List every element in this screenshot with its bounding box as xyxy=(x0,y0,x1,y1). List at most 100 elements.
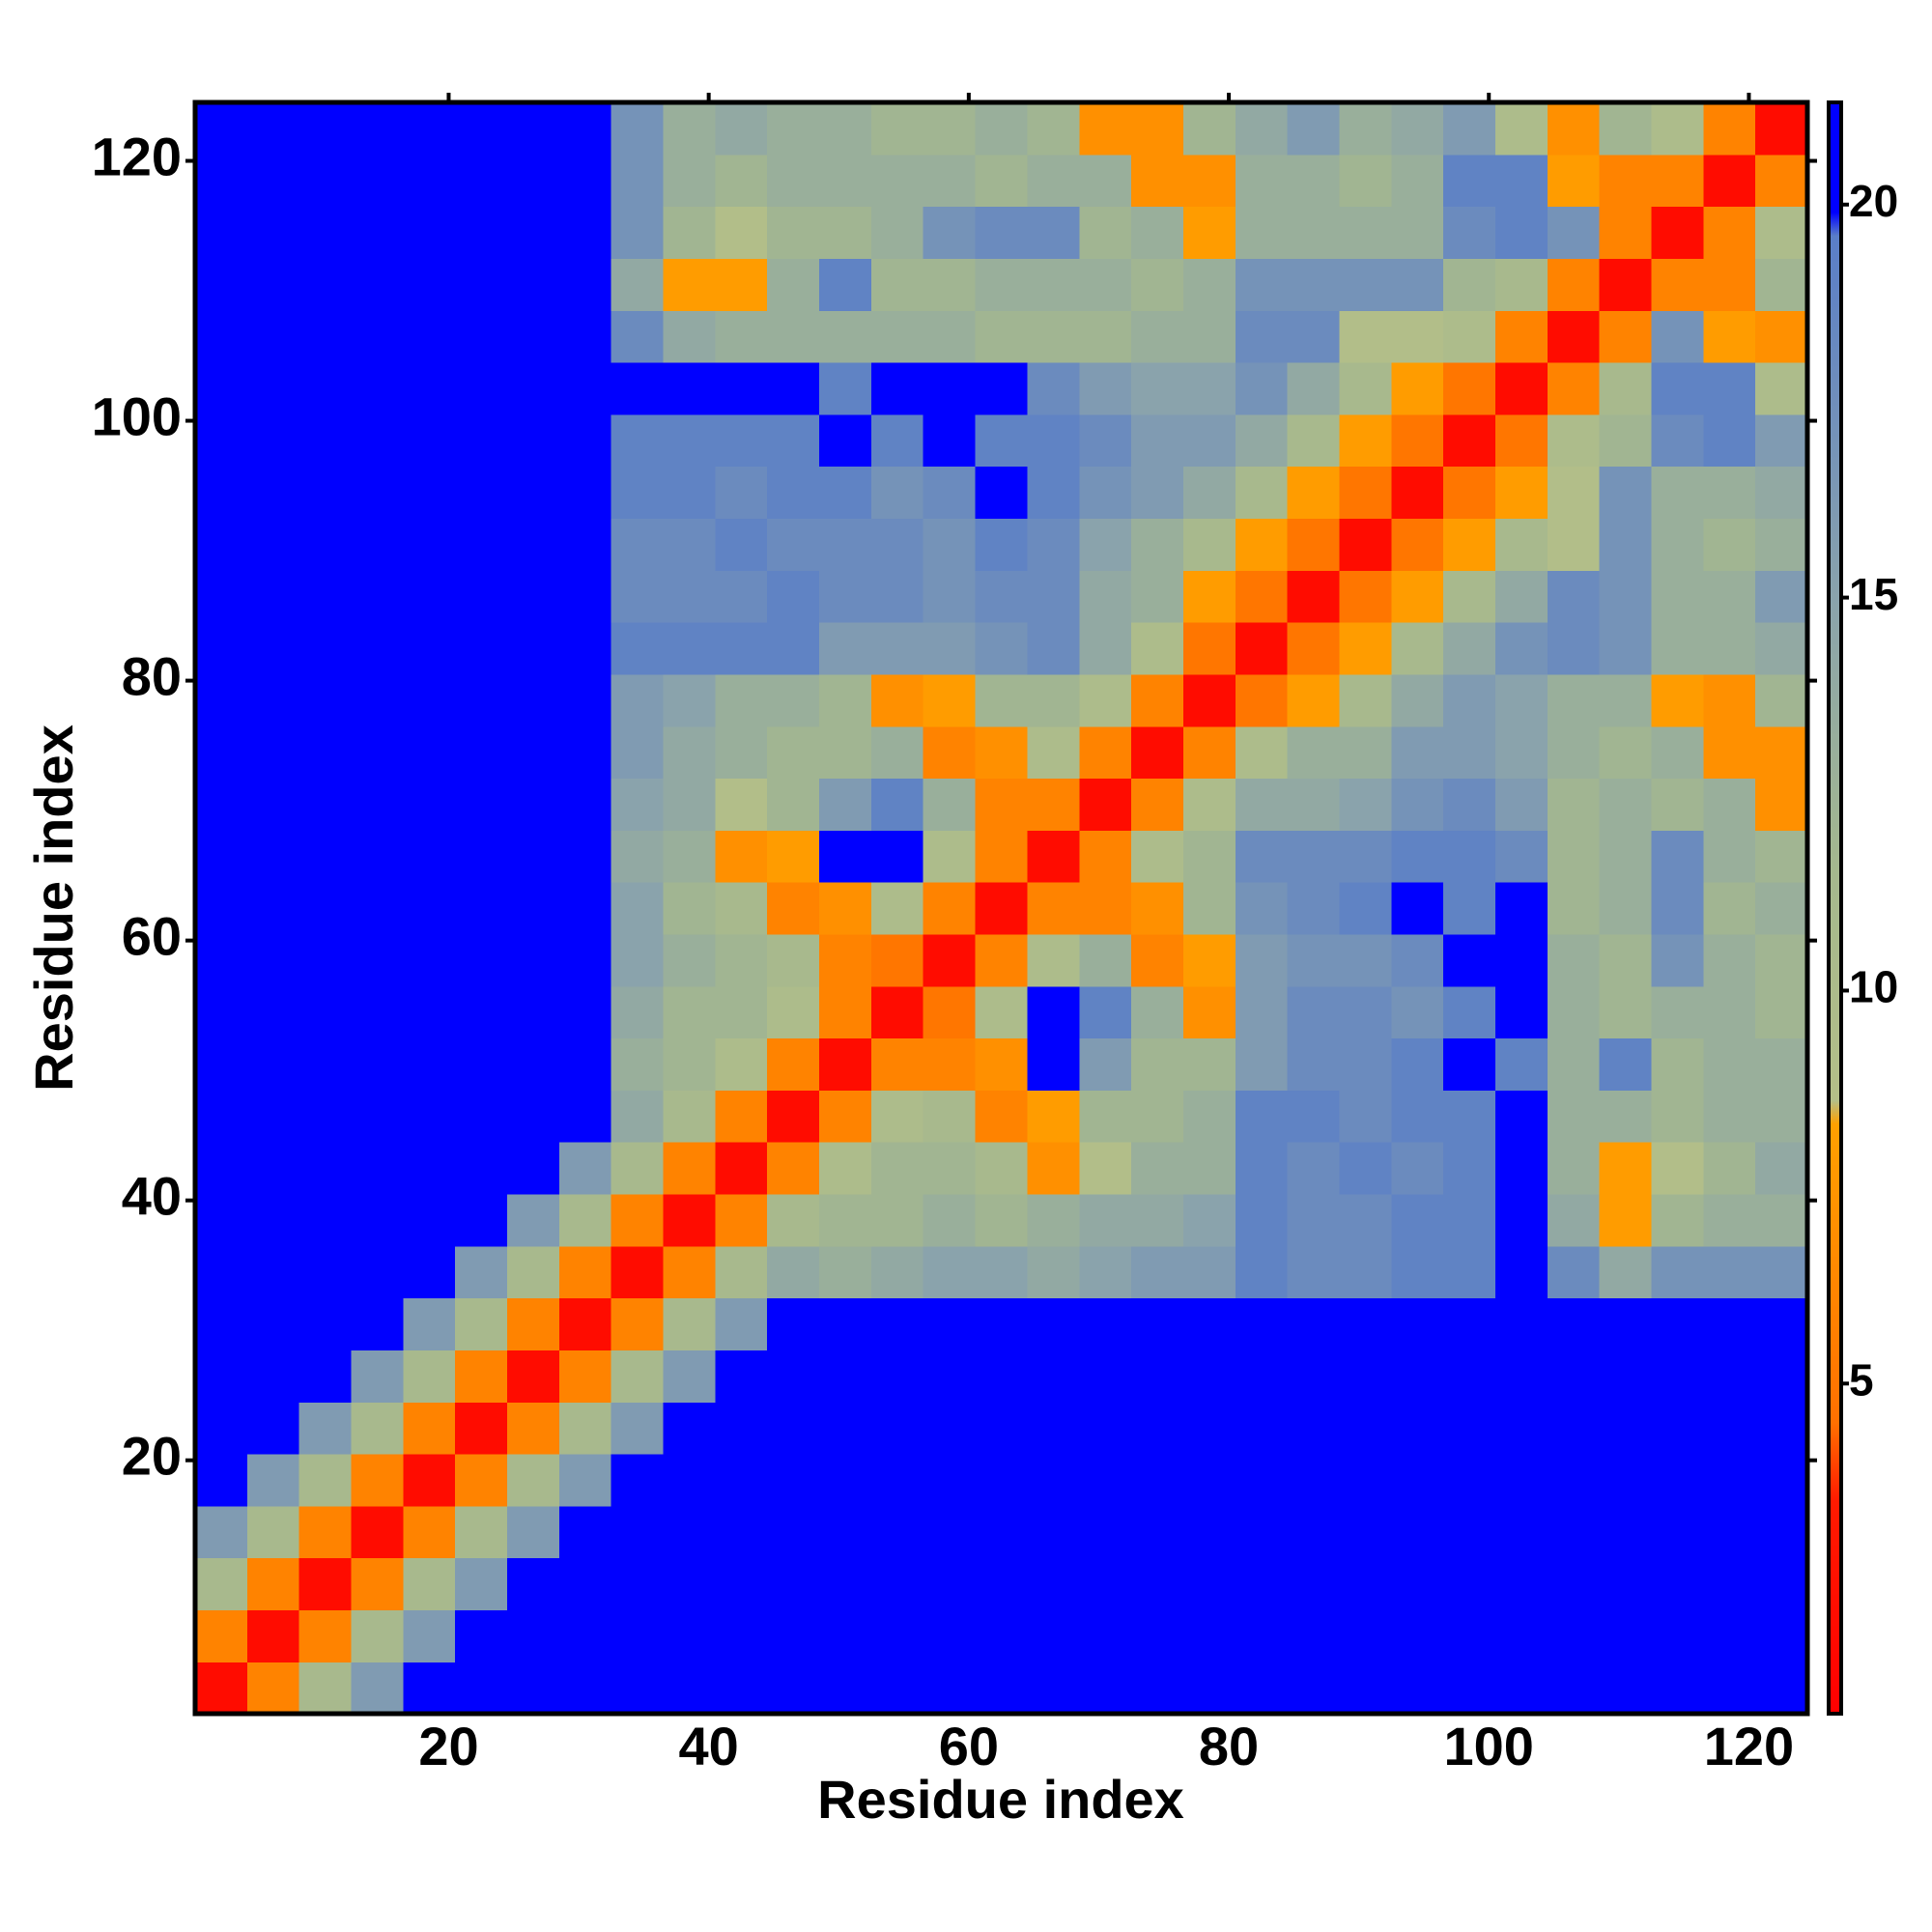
heatmap-cell xyxy=(819,1505,872,1559)
heatmap-cell xyxy=(1547,1090,1601,1143)
heatmap-cell xyxy=(403,1557,456,1610)
heatmap-cell xyxy=(1027,570,1080,623)
heatmap-cell xyxy=(1287,622,1341,675)
heatmap-cell xyxy=(975,830,1029,883)
heatmap-cell xyxy=(1027,1609,1080,1662)
heatmap-cell xyxy=(455,1245,508,1299)
heatmap-cell xyxy=(455,518,508,571)
heatmap-cell xyxy=(246,518,300,571)
heatmap-cell xyxy=(611,518,665,571)
heatmap-cell xyxy=(1443,1505,1496,1559)
heatmap-cell xyxy=(1547,985,1601,1039)
heatmap-cell xyxy=(1079,1037,1132,1091)
heatmap-cell xyxy=(1182,466,1236,520)
heatmap-cell xyxy=(715,1453,768,1507)
heatmap-cell xyxy=(975,413,1029,468)
heatmap-cell xyxy=(819,830,872,883)
heatmap-cell xyxy=(246,830,300,883)
heatmap-cell xyxy=(1443,154,1496,208)
heatmap-cell xyxy=(1131,362,1184,415)
heatmap-cell xyxy=(715,413,768,468)
y-tick-label: 20 xyxy=(122,1425,182,1486)
heatmap-cell xyxy=(1599,1193,1653,1247)
heatmap-cell xyxy=(1339,1557,1392,1610)
heatmap-cell xyxy=(975,258,1029,311)
heatmap-cell xyxy=(1494,1193,1548,1247)
heatmap-cell xyxy=(611,673,665,727)
heatmap-cell xyxy=(1235,1557,1289,1610)
heatmap-cell xyxy=(1339,1297,1392,1350)
heatmap-cell xyxy=(870,1245,924,1299)
heatmap-cell xyxy=(1599,1142,1653,1195)
heatmap-cell xyxy=(1235,466,1289,520)
heatmap-cell xyxy=(923,778,977,831)
heatmap-cell xyxy=(1027,362,1080,415)
heatmap-cell xyxy=(403,310,456,363)
heatmap-cell xyxy=(1182,310,1236,363)
heatmap-cell xyxy=(558,1193,612,1247)
heatmap-cell xyxy=(1391,310,1444,363)
heatmap-cell xyxy=(923,985,977,1039)
heatmap-cell xyxy=(1651,1453,1704,1507)
heatmap-cell xyxy=(246,1297,300,1350)
heatmap-cell xyxy=(1079,1609,1132,1662)
heatmap-cell xyxy=(298,882,353,935)
heatmap-cell xyxy=(1235,985,1289,1039)
heatmap-cell xyxy=(870,102,924,156)
heatmap-cell xyxy=(923,1350,977,1403)
heatmap-cell xyxy=(195,518,248,571)
heatmap-cell xyxy=(1287,778,1341,831)
heatmap-cell xyxy=(923,1557,977,1610)
heatmap-cell xyxy=(1443,830,1496,883)
heatmap-cell xyxy=(715,622,768,675)
heatmap-cell xyxy=(1027,882,1080,935)
heatmap-cell xyxy=(1339,1453,1392,1507)
heatmap-cell xyxy=(1182,778,1236,831)
heatmap-cell xyxy=(923,102,977,156)
heatmap-cell xyxy=(1391,882,1444,935)
heatmap-cell xyxy=(1287,362,1341,415)
heatmap-cell xyxy=(1079,1193,1132,1247)
heatmap-cell xyxy=(715,1142,768,1195)
heatmap-cell xyxy=(1182,102,1236,156)
heatmap-cell xyxy=(663,778,716,831)
heatmap-cell xyxy=(403,206,456,260)
heatmap-cell xyxy=(611,830,665,883)
heatmap-cell xyxy=(1287,258,1341,311)
heatmap-cell xyxy=(1651,933,1704,987)
heatmap-cell xyxy=(1287,570,1341,623)
heatmap-cell xyxy=(195,1505,248,1559)
heatmap-cell xyxy=(611,1037,665,1091)
heatmap-cell xyxy=(403,413,456,468)
heatmap-cell xyxy=(455,258,508,311)
heatmap-cell xyxy=(1443,413,1496,468)
heatmap-cell xyxy=(611,1609,665,1662)
heatmap-cell xyxy=(715,830,768,883)
heatmap-cell xyxy=(715,933,768,987)
heatmap-cell xyxy=(1443,622,1496,675)
heatmap-cell xyxy=(870,518,924,571)
heatmap-cell xyxy=(351,1453,404,1507)
heatmap-cell xyxy=(1494,1037,1548,1091)
heatmap-cell xyxy=(975,362,1029,415)
heatmap-cell xyxy=(1235,1662,1289,1715)
heatmap-cell xyxy=(403,882,456,935)
heatmap-cell xyxy=(611,362,665,415)
heatmap-cell xyxy=(246,1505,300,1559)
heatmap-cell xyxy=(403,362,456,415)
heatmap-cell xyxy=(1391,466,1444,520)
heatmap-cell xyxy=(1703,985,1756,1039)
heatmap-cell xyxy=(715,1297,768,1350)
heatmap-cell xyxy=(870,1453,924,1507)
heatmap-cell xyxy=(767,154,820,208)
heatmap-cell xyxy=(1182,1090,1236,1143)
heatmap-cell xyxy=(819,1350,872,1403)
heatmap-cell xyxy=(351,1350,404,1403)
heatmap-cell xyxy=(1651,1245,1704,1299)
heatmap-cell xyxy=(1547,1453,1601,1507)
heatmap-cell xyxy=(1755,725,1808,780)
heatmap-cell xyxy=(611,154,665,208)
colorbar-tick-label: 15 xyxy=(1849,569,1898,619)
heatmap-cell xyxy=(923,1402,977,1455)
heatmap-cell xyxy=(1494,622,1548,675)
